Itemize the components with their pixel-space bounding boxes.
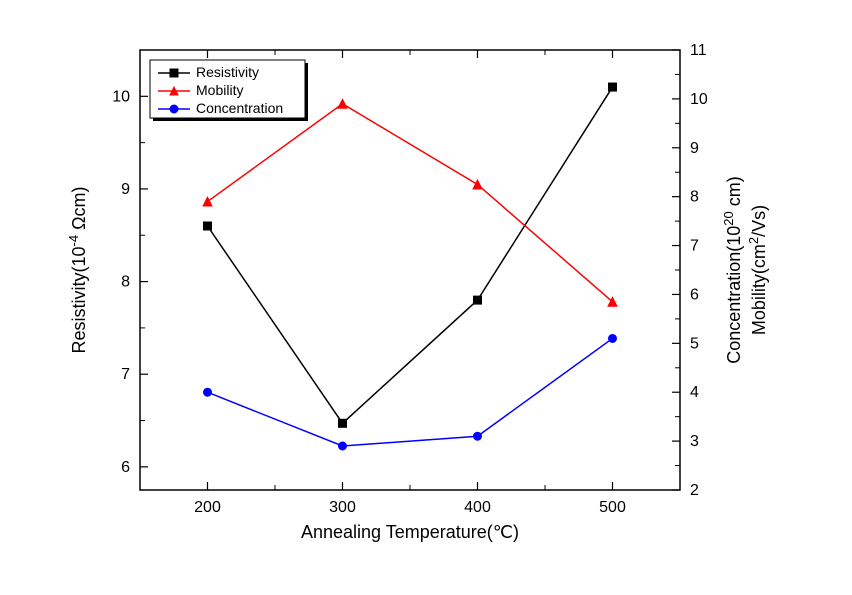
chart-container: 200 300 400 500 Annealing Temperature(℃) 6 7 8 9…	[0, 0, 852, 595]
svg-text:7: 7	[690, 238, 699, 255]
svg-text:Concentration(1020 cm): Concentration(1020 cm)	[721, 176, 745, 364]
svg-text:8: 8	[121, 274, 130, 291]
svg-text:7: 7	[121, 366, 130, 383]
svg-text:10: 10	[690, 91, 708, 108]
svg-text:3: 3	[690, 433, 699, 450]
svg-text:9: 9	[121, 181, 130, 198]
svg-text:9: 9	[690, 140, 699, 157]
svg-text:200: 200	[194, 499, 221, 516]
svg-text:Concentration: Concentration	[196, 100, 283, 116]
svg-text:300: 300	[329, 499, 356, 516]
svg-text:Mobility: Mobility	[196, 82, 243, 98]
svg-text:Mobility(cm2/Vs): Mobility(cm2/Vs)	[746, 205, 770, 335]
chart-svg: 200 300 400 500 Annealing Temperature(℃) 6 7 8 9…	[0, 0, 852, 595]
svg-text:5: 5	[690, 335, 699, 352]
svg-text:4: 4	[690, 384, 699, 401]
svg-text:8: 8	[690, 189, 699, 206]
svg-text:11: 11	[690, 42, 707, 59]
svg-text:Annealing Temperature(℃): Annealing Temperature(℃)	[301, 522, 519, 542]
svg-text:Resistivity(10-4 Ωcm): Resistivity(10-4 Ωcm)	[66, 186, 90, 353]
svg-text:400: 400	[464, 499, 491, 516]
svg-text:6: 6	[690, 286, 699, 303]
svg-text:6: 6	[121, 459, 130, 476]
svg-text:2: 2	[690, 482, 699, 499]
svg-text:Resistivity: Resistivity	[196, 64, 259, 80]
svg-text:10: 10	[112, 88, 130, 105]
svg-text:500: 500	[599, 499, 626, 516]
